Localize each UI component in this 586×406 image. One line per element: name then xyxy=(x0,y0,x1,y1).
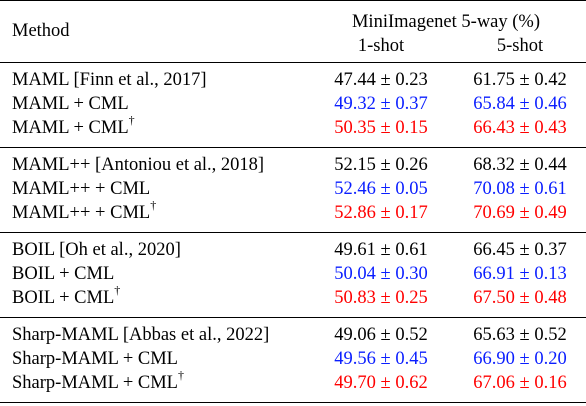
one-shot-value: 50.35 ± 0.15 xyxy=(334,118,428,139)
table-row: MAML + CML 49.32 ± 0.37 65.84 ± 0.46 xyxy=(0,93,586,117)
one-shot-value: 49.06 ± 0.52 xyxy=(306,316,456,348)
one-shot-value: 47.44 ± 0.23 xyxy=(306,61,456,93)
five-shot-value: 66.43 ± 0.43 xyxy=(473,118,567,139)
method-cell: MAML + CML xyxy=(0,93,306,117)
one-shot-value: 52.86 ± 0.17 xyxy=(334,203,428,224)
header-row: Method MiniImagenet 5-way (%) xyxy=(0,0,586,62)
method-name: Sharp-MAML + CML xyxy=(12,373,178,394)
table-row: Sharp-MAML + CML† 49.70 ± 0.62 67.06 ± 0.1… xyxy=(0,369,586,403)
one-shot-value: 49.70 ± 0.62 xyxy=(306,371,456,403)
method-name: BOIL + CML xyxy=(12,288,115,309)
one-shot-column-header: 1-shot xyxy=(357,36,405,56)
table-row: MAML + CML† 50.35 ± 0.15 66.43 ± 0.43 xyxy=(0,114,586,148)
dagger-mark: † xyxy=(128,113,135,128)
method-name: MAML + CML xyxy=(12,118,129,139)
one-shot-value: 49.56 ± 0.45 xyxy=(334,349,428,370)
one-shot-value: 50.04 ± 0.30 xyxy=(334,264,428,285)
table-row: MAML++ [Antoniou et al., 2018] 52.15 ± 0.… xyxy=(0,146,586,178)
five-shot-value: 66.91 ± 0.13 xyxy=(473,264,567,285)
method-cell: BOIL + CML xyxy=(0,263,306,287)
five-shot-value: 61.75 ± 0.42 xyxy=(456,61,586,93)
method-name: Sharp-MAML + CML xyxy=(12,349,178,370)
method-name: BOIL + CML xyxy=(12,264,115,285)
method-column-header: Method xyxy=(0,0,306,62)
table-header: Method MiniImagenet 5-way (%) 1-shot 5-s… xyxy=(0,0,586,62)
method-name: MAML++ + CML xyxy=(12,203,151,224)
one-shot-value: 49.32 ± 0.37 xyxy=(334,94,428,115)
method-cell: Sharp-MAML + CML xyxy=(0,348,306,372)
method-cell: MAML++ [Antoniou et al., 2018] xyxy=(0,146,306,178)
table-row: BOIL + CML† 50.83 ± 0.25 67.50 ± 0.48 xyxy=(0,284,586,318)
table-row: MAML++ + CML† 52.86 ± 0.17 70.69 ± 0.49 xyxy=(0,199,586,233)
method-cell: MAML++ + CML† xyxy=(0,199,306,233)
five-shot-value: 67.50 ± 0.48 xyxy=(473,288,567,309)
one-shot-value: 52.15 ± 0.26 xyxy=(306,146,456,178)
table-row: BOIL [Oh et al., 2020] 49.61 ± 0.61 66.45 … xyxy=(0,231,586,263)
method-name: Sharp-MAML [Abbas et al., 2022] xyxy=(12,325,270,346)
five-shot-value: 65.63 ± 0.52 xyxy=(456,316,586,348)
dagger-mark: † xyxy=(150,198,157,213)
table-row: BOIL + CML 50.04 ± 0.30 66.91 ± 0.13 xyxy=(0,263,586,287)
method-name: MAML + CML xyxy=(12,94,129,115)
method-cell: BOIL + CML† xyxy=(0,284,306,318)
five-shot-value: 70.69 ± 0.49 xyxy=(473,203,567,224)
dagger-mark: † xyxy=(177,368,184,383)
method-name: MAML++ [Antoniou et al., 2018] xyxy=(12,155,265,176)
method-name: MAML++ + CML xyxy=(12,179,151,200)
method-cell: MAML++ + CML xyxy=(0,178,306,202)
method-name: MAML [Finn et al., 2017] xyxy=(12,70,207,91)
five-shot-value: 68.32 ± 0.44 xyxy=(456,146,586,178)
table-body: MAML [Finn et al., 2017] 47.44 ± 0.23 61.7… xyxy=(0,61,586,403)
five-shot-value: 70.08 ± 0.61 xyxy=(473,179,567,200)
method-cell: BOIL [Oh et al., 2020] xyxy=(0,231,306,263)
table-row: MAML++ + CML 52.46 ± 0.05 70.08 ± 0.61 xyxy=(0,178,586,202)
method-cell: Sharp-MAML + CML† xyxy=(0,369,306,403)
subheader-row: 1-shot 5-shot xyxy=(0,37,586,62)
five-shot-value: 66.90 ± 0.20 xyxy=(473,349,567,370)
method-cell: MAML + CML† xyxy=(0,114,306,148)
method-cell: MAML [Finn et al., 2017] xyxy=(0,61,306,93)
table-row: Sharp-MAML [Abbas et al., 2022] 49.06 ± 0… xyxy=(0,316,586,348)
five-shot-value: 66.45 ± 0.37 xyxy=(456,231,586,263)
dataset-group-header: MiniImagenet 5-way (%) xyxy=(306,0,586,37)
table-row: Sharp-MAML + CML 49.56 ± 0.45 66.90 ± 0.20 xyxy=(0,348,586,372)
five-shot-value: 65.84 ± 0.46 xyxy=(473,94,567,115)
method-cell: Sharp-MAML [Abbas et al., 2022] xyxy=(0,316,306,348)
one-shot-value: 52.46 ± 0.05 xyxy=(334,179,428,200)
one-shot-value: 50.83 ± 0.25 xyxy=(334,288,428,309)
table-row: MAML [Finn et al., 2017] 47.44 ± 0.23 61.7… xyxy=(0,61,586,93)
dagger-mark: † xyxy=(114,283,121,298)
five-shot-column-header: 5-shot xyxy=(496,36,544,56)
one-shot-value: 49.61 ± 0.61 xyxy=(306,231,456,263)
method-name: BOIL [Oh et al., 2020] xyxy=(12,240,181,261)
five-shot-value: 67.06 ± 0.16 xyxy=(456,371,586,403)
